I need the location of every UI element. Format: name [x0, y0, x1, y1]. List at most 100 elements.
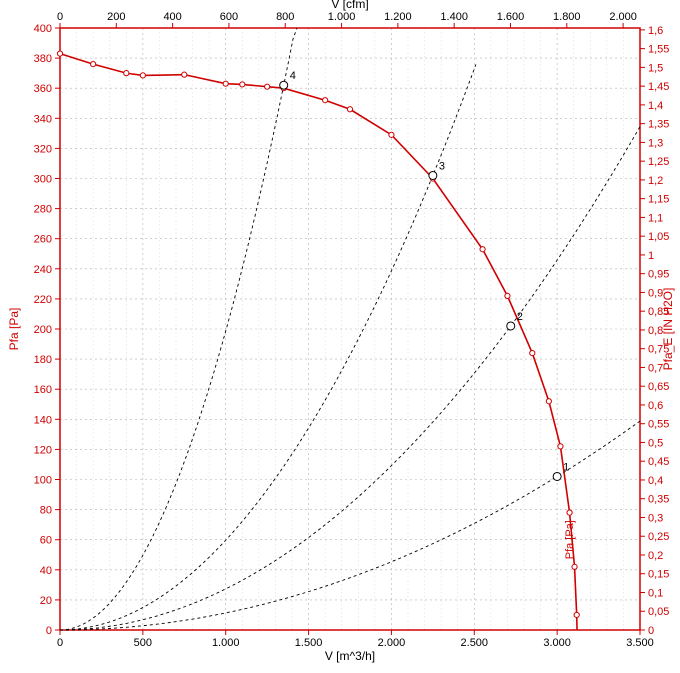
tick-label-y-right: 1,25 — [648, 156, 669, 168]
fan-curve-marker — [182, 72, 187, 77]
axis-label-y-right: Pfa_E [IN H2O] — [661, 288, 675, 371]
tick-label-y-right: 1,4 — [648, 100, 663, 112]
operating-point-label: 3 — [439, 160, 445, 172]
tick-label-y-right: 0,95 — [648, 269, 669, 281]
tick-label-y-right: 0,35 — [648, 494, 669, 506]
fan-curve-marker — [572, 564, 577, 569]
tick-label-y-left: 200 — [34, 324, 52, 336]
axis-label-x-top: V [cfm] — [331, 0, 368, 11]
tick-label-x-top: 800 — [276, 11, 294, 23]
fan-curve-marker — [574, 612, 579, 617]
tick-label-y-left: 260 — [34, 234, 52, 246]
fan-performance-chart: 0 500 1.000 1.500 2.000 2.500 3.000 3.500 V [m^3… — [0, 0, 680, 673]
tick-label-x-top: 1.200 — [384, 11, 412, 23]
operating-point-marker — [280, 81, 288, 89]
tick-label-y-left: 40 — [40, 565, 52, 577]
tick-label-y-left: 400 — [34, 23, 52, 35]
tick-label-y-left: 340 — [34, 113, 52, 125]
fan-curve-marker — [530, 350, 535, 355]
tick-label-y-left: 120 — [34, 444, 52, 456]
tick-label-y-right: 1,2 — [648, 175, 663, 187]
tick-label-x-top: 2.000 — [609, 11, 637, 23]
tick-label-y-right: 1,3 — [648, 137, 663, 149]
fan-curve-marker — [546, 399, 551, 404]
fan-curve-label: Pfa [Pa] — [564, 520, 576, 559]
tick-label-x-bottom: 3.500 — [626, 637, 654, 649]
tick-label-y-left: 180 — [34, 354, 52, 366]
tick-label-y-right: 0,1 — [648, 587, 663, 599]
fan-curve-marker — [124, 71, 129, 76]
operating-point-marker — [507, 322, 515, 330]
tick-label-x-bottom: 3.000 — [543, 637, 571, 649]
tick-label-y-right: 1,1 — [648, 212, 663, 224]
operating-point-marker — [553, 472, 561, 480]
tick-label-y-left: 160 — [34, 384, 52, 396]
tick-label-y-right: 0,05 — [648, 606, 669, 618]
tick-label-y-left: 20 — [40, 595, 52, 607]
tick-label-y-left: 220 — [34, 294, 52, 306]
tick-label-x-bottom: 500 — [134, 637, 152, 649]
fan-curve-marker — [240, 82, 245, 87]
fan-curve-marker — [323, 98, 328, 103]
tick-label-y-right: 1 — [648, 250, 654, 262]
fan-curve-marker — [567, 510, 572, 515]
fan-curve-marker — [505, 293, 510, 298]
tick-label-y-left: 300 — [34, 174, 52, 186]
operating-point-marker — [429, 171, 437, 179]
tick-label-x-top: 1.400 — [440, 11, 468, 23]
tick-label-y-left: 240 — [34, 264, 52, 276]
tick-label-y-right: 1,5 — [648, 62, 663, 74]
tick-label-x-top: 600 — [220, 11, 238, 23]
tick-label-y-right: 0,3 — [648, 512, 663, 524]
tick-label-y-right: 1,35 — [648, 119, 669, 131]
tick-label-x-top: 400 — [163, 11, 181, 23]
tick-label-y-right: 0,65 — [648, 381, 669, 393]
tick-label-y-right: 0,15 — [648, 569, 669, 581]
tick-label-y-left: 100 — [34, 475, 52, 487]
tick-label-y-right: 1,15 — [648, 194, 669, 206]
operating-point-label: 2 — [517, 311, 523, 323]
tick-label-x-bottom: 1.500 — [295, 637, 323, 649]
fan-curve-marker — [265, 84, 270, 89]
axis-label-x-bottom: V [m^3/h] — [325, 649, 375, 663]
fan-curve-marker — [558, 444, 563, 449]
chart-background — [0, 0, 680, 673]
tick-label-y-right: 1,6 — [648, 25, 663, 37]
fan-curve-marker — [223, 81, 228, 86]
tick-label-y-right: 0,5 — [648, 437, 663, 449]
operating-point-label: 1 — [563, 461, 569, 473]
tick-label-x-top: 0 — [57, 11, 63, 23]
tick-label-y-left: 280 — [34, 204, 52, 216]
tick-label-x-bottom: 2.500 — [461, 637, 489, 649]
tick-label-y-right: 0,6 — [648, 400, 663, 412]
fan-curve-marker — [57, 51, 62, 56]
tick-label-y-right: 1,45 — [648, 81, 669, 93]
tick-label-x-top: 200 — [107, 11, 125, 23]
tick-label-y-right: 0,2 — [648, 550, 663, 562]
tick-label-y-left: 0 — [46, 625, 52, 637]
tick-label-y-right: 0,55 — [648, 419, 669, 431]
tick-label-y-right: 0,25 — [648, 531, 669, 543]
axis-label-y-left: Pfa [Pa] — [7, 308, 21, 351]
tick-label-y-left: 140 — [34, 414, 52, 426]
tick-label-x-bottom: 0 — [57, 637, 63, 649]
tick-label-x-top: 1.800 — [553, 11, 581, 23]
tick-label-y-right: 0,45 — [648, 456, 669, 468]
tick-label-x-top: 1.600 — [497, 11, 525, 23]
tick-label-x-bottom: 2.000 — [378, 637, 406, 649]
tick-label-x-bottom: 1.000 — [212, 637, 240, 649]
tick-label-y-left: 380 — [34, 53, 52, 65]
tick-label-y-right: 0 — [648, 625, 654, 637]
tick-label-y-right: 1,05 — [648, 231, 669, 243]
tick-label-y-left: 60 — [40, 535, 52, 547]
fan-curve-marker — [140, 73, 145, 78]
operating-point-label: 4 — [290, 70, 296, 82]
fan-curve-marker — [91, 62, 96, 67]
fan-curve-marker — [389, 132, 394, 137]
fan-curve-marker — [480, 247, 485, 252]
tick-label-y-left: 80 — [40, 505, 52, 517]
tick-label-y-left: 360 — [34, 83, 52, 95]
tick-label-y-right: 1,55 — [648, 44, 669, 56]
fan-curve-marker — [347, 107, 352, 112]
tick-label-y-left: 320 — [34, 143, 52, 155]
